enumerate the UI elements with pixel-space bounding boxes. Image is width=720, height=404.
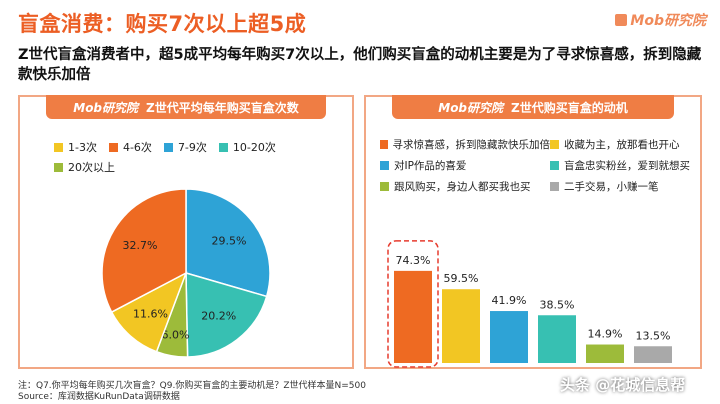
bar-legend-label: 寻求惊喜感，拆到隐藏款快乐加倍	[392, 139, 551, 151]
pie-chart-header: Mob研究院 Z世代平均每年购买盲盒次数	[46, 95, 326, 119]
page-title: 盲盒消费：购买7次以上超5成	[18, 12, 307, 36]
bar-legend-label: 二手交易，小赚一笔	[564, 181, 659, 193]
legend-swatch	[380, 140, 388, 149]
legend-swatch	[54, 162, 63, 172]
pie-value-label: 29.5%	[212, 235, 247, 248]
bar-header-brand: Mob研究院	[438, 100, 504, 115]
pie-value-label: 32.7%	[123, 239, 158, 252]
pie-legend: 1-3次 4-6次 7-9次 10-20次 20次以上	[54, 139, 344, 175]
legend-swatch	[380, 161, 389, 170]
bar-legend-item: 盲盒忠实粉丝，爱到就想买	[550, 158, 696, 173]
bar-value-label: 41.9%	[492, 294, 527, 307]
pie-legend-item: 10-20次	[218, 139, 276, 155]
bar-legend-label: 收藏为主，放那看也开心	[564, 139, 680, 151]
highlight-box	[387, 240, 439, 368]
bar	[442, 289, 480, 363]
bar	[634, 346, 672, 363]
pie-value-label: 11.6%	[133, 307, 168, 320]
watermark-text: 头条 @花城信息帮	[560, 376, 686, 394]
bar-chart: 74.3% 59.5% 41.9% 38.5% 14.9% 13.5%	[387, 240, 672, 368]
pie-slice	[185, 188, 271, 298]
brand-logo: Mob研究院	[615, 10, 706, 30]
brand-name: Mob研究院	[630, 13, 706, 29]
mob-logo-icon	[615, 14, 628, 26]
bar	[394, 270, 432, 363]
bar-value-label: 13.5%	[636, 329, 671, 342]
bar	[586, 344, 624, 363]
bar-legend-item: 对IP作品的喜爱	[380, 158, 550, 173]
bar	[538, 315, 576, 363]
pie-value-label: 6.0%	[162, 328, 190, 341]
pie-header-brand: Mob研究院	[73, 100, 139, 115]
pie-slice	[185, 271, 268, 358]
bar-legend: 寻求惊喜感，拆到隐藏款快乐加倍 收藏为主，放那看也开心对IP作品的喜爱 盲盒忠实粉丝…	[380, 137, 696, 194]
legend-swatch	[54, 142, 63, 152]
pie-legend-label: 1-3次	[68, 141, 97, 154]
pie-legend-label: 4-6次	[122, 141, 152, 154]
footnote: 注：Q7.你平均每年购买几次盲盒？Q9.你购买盲盒的主要动机是？Z世代样本量N=…	[18, 381, 366, 403]
legend-swatch	[550, 140, 559, 149]
purchase-motivation-panel: Mob研究院 Z世代购买盲盒的动机 寻求惊喜感，拆到隐藏款快乐加倍 收藏为主，放那…	[364, 95, 702, 369]
pie-legend-label: 10-20次	[232, 141, 276, 154]
pie-legend-item: 7-9次	[163, 139, 207, 155]
legend-swatch	[380, 182, 389, 191]
legend-swatch	[550, 182, 559, 191]
pie-legend-item: 1-3次	[54, 139, 97, 155]
bar-chart-header: Mob研究院 Z世代购买盲盒的动机	[392, 95, 674, 119]
pie-slice	[101, 188, 187, 314]
bar-legend-item: 收藏为主，放那看也开心	[550, 137, 696, 152]
bar-legend-label: 盲盒忠实粉丝，爱到就想买	[564, 160, 690, 172]
bar-value-label: 38.5%	[540, 298, 575, 311]
bar-legend-label: 对IP作品的喜爱	[394, 160, 467, 172]
pie-chart: 29.5% 20.2% 6.0% 11.6% 32.7%	[101, 188, 271, 358]
pie-legend-label: 7-9次	[177, 141, 207, 154]
pie-legend-label: 20次以上	[68, 161, 115, 174]
legend-swatch	[550, 161, 559, 170]
bar-value-label: 74.3%	[396, 254, 431, 267]
bar-legend-item: 二手交易，小赚一笔	[550, 179, 696, 194]
pie-slice	[110, 271, 188, 353]
pie-legend-item: 4-6次	[108, 139, 152, 155]
legend-swatch	[218, 142, 228, 152]
bar-chart-title: Z世代购买盲盒的动机	[511, 100, 628, 115]
legend-swatch	[108, 142, 118, 152]
footnote-question: 注：Q7.你平均每年购买几次盲盒？Q9.你购买盲盒的主要动机是？Z世代样本量N=…	[18, 381, 366, 391]
legend-swatch	[163, 142, 173, 152]
bar-legend-item: 寻求惊喜感，拆到隐藏款快乐加倍	[380, 137, 550, 152]
pie-legend-item: 20次以上	[54, 159, 115, 175]
footnote-source: Source：库润数据KuRunData调研数据	[18, 392, 180, 402]
bar-value-label: 14.9%	[588, 328, 623, 341]
purchase-frequency-panel: Mob研究院 Z世代平均每年购买盲盒次数 1-3次 4-6次 7-9次 10-20次 2…	[18, 95, 354, 369]
bar	[490, 311, 528, 363]
bar-legend-label: 跟风购买，身边人都买我也买	[394, 181, 531, 193]
bar-legend-item: 跟风购买，身边人都买我也买	[380, 179, 550, 194]
page-subtitle: Z世代盲盒消费者中，超5成平均每年购买7次以上，他们购买盲盒的动机主要是为了寻求…	[18, 47, 702, 83]
pie-value-label: 20.2%	[201, 310, 236, 323]
bar-value-label: 59.5%	[444, 272, 479, 285]
pie-chart-title: Z世代平均每年购买盲盒次数	[146, 100, 299, 115]
